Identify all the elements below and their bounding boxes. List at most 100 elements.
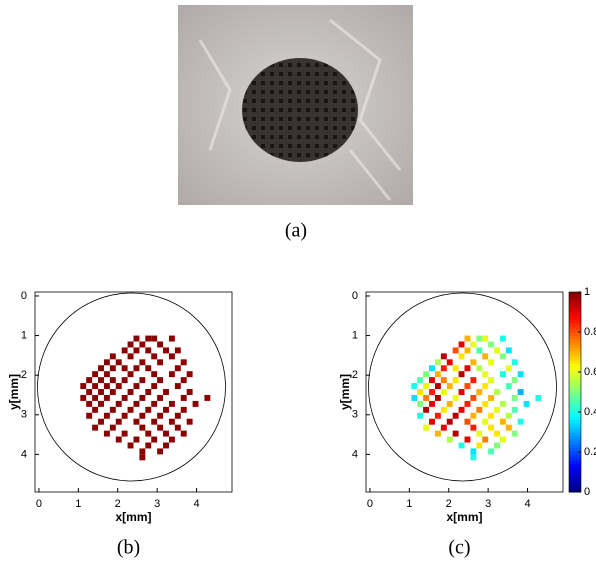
colorbar-box — [568, 291, 582, 493]
y-axis-label: y[mm] — [7, 374, 21, 410]
cell — [417, 377, 424, 384]
cell — [499, 353, 506, 360]
cell — [139, 448, 146, 455]
y-tick-label: 3 — [21, 409, 27, 421]
cell — [151, 436, 158, 443]
colorbar-step — [569, 301, 581, 305]
colorbar-label: 0.6 — [584, 366, 596, 378]
cell — [505, 365, 512, 372]
cell — [499, 335, 506, 342]
colorbar-step — [569, 398, 581, 402]
cell — [115, 418, 122, 425]
colorbar-step — [569, 454, 581, 459]
cell — [464, 347, 471, 354]
cell — [109, 353, 116, 360]
cell — [423, 424, 430, 431]
cell — [157, 394, 164, 401]
cell — [180, 430, 187, 437]
cell — [103, 430, 110, 437]
cell — [133, 436, 140, 443]
cell — [470, 359, 477, 366]
cell — [139, 412, 146, 419]
cell — [151, 383, 158, 390]
cell — [192, 400, 199, 407]
cell — [145, 365, 152, 372]
cell — [464, 436, 471, 443]
cell — [98, 418, 104, 425]
cell — [488, 377, 495, 384]
colorbar-step — [569, 438, 581, 443]
cell — [429, 400, 435, 407]
y-axis-label: y[mm] — [338, 374, 352, 410]
cell — [535, 394, 542, 401]
cell — [139, 359, 146, 366]
cell — [145, 442, 152, 449]
x-tick-label: 3 — [485, 498, 491, 510]
cell — [429, 365, 435, 372]
cell — [482, 383, 489, 390]
x-tick-label: 1 — [406, 498, 412, 510]
colorbar-step — [569, 307, 581, 312]
y-tick-label: 2 — [352, 369, 358, 381]
cell — [464, 383, 471, 390]
cell — [157, 448, 164, 455]
colorbar-step — [569, 432, 581, 437]
colorbar-step — [569, 348, 581, 352]
colorbar-step — [569, 473, 581, 477]
colorbar-step — [569, 401, 581, 405]
cell — [470, 394, 477, 401]
cell — [174, 412, 181, 419]
cell — [494, 442, 500, 449]
cell — [139, 377, 146, 384]
cell — [115, 383, 122, 390]
cell — [482, 436, 489, 443]
cell — [452, 430, 459, 437]
colorbar-step — [569, 295, 581, 299]
colorbar-step — [569, 395, 581, 399]
cell — [505, 424, 512, 431]
colorbar-step — [569, 467, 581, 471]
cell — [446, 436, 453, 443]
colorbar-step — [569, 388, 581, 393]
colorbar-step — [569, 460, 581, 465]
colorbar-step — [569, 485, 581, 490]
colorbar-step — [569, 345, 581, 349]
x-tick-label: 0 — [367, 498, 373, 510]
cell — [139, 424, 146, 431]
cell — [511, 394, 518, 401]
cell — [470, 377, 477, 384]
cell — [458, 341, 465, 348]
cell — [458, 371, 465, 378]
colorbar-step — [569, 304, 581, 309]
cell — [92, 424, 99, 431]
cell — [98, 365, 104, 372]
colorbar-step — [569, 351, 581, 355]
cell — [505, 383, 512, 390]
colorbar-step — [569, 313, 581, 318]
colorbar-step — [569, 379, 581, 384]
cell — [127, 341, 134, 348]
cell — [145, 430, 152, 437]
cell — [429, 418, 435, 425]
cell — [434, 383, 441, 390]
cell — [482, 371, 489, 378]
colorbar-step — [569, 457, 581, 462]
cell — [163, 389, 169, 395]
cell — [458, 389, 465, 395]
colorbar-step — [569, 445, 581, 449]
colorbar-step — [569, 373, 581, 377]
cell — [145, 335, 152, 342]
x-tick-label: 2 — [446, 498, 452, 510]
cell — [86, 377, 93, 384]
cell — [488, 341, 495, 348]
cell — [180, 377, 187, 384]
colorbar-step — [569, 448, 581, 452]
colorbar-step — [569, 463, 581, 468]
cell — [109, 406, 116, 413]
colorbar-step — [569, 332, 581, 337]
colorbar-step — [569, 413, 581, 418]
cell — [517, 418, 524, 425]
cell — [109, 377, 116, 384]
cell — [470, 341, 477, 348]
